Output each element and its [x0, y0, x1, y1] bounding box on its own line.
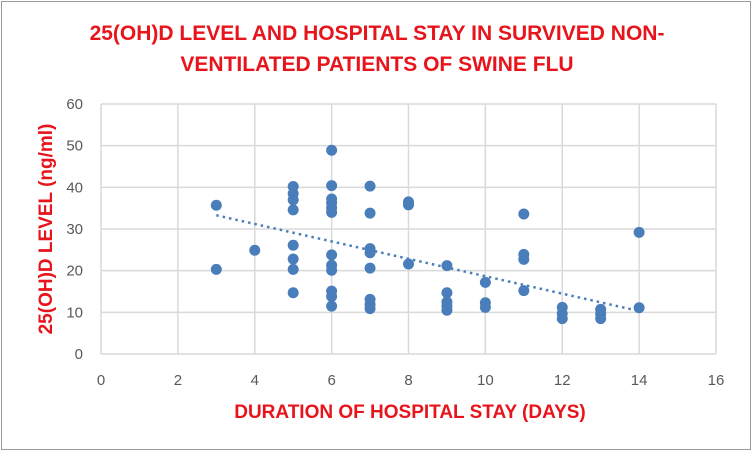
x-tick-label: 4 [251, 372, 259, 389]
y-tick-label: 0 [75, 346, 83, 363]
data-point [287, 194, 299, 206]
data-point [287, 239, 299, 251]
data-point [210, 199, 222, 211]
data-point [518, 208, 530, 220]
y-tick-label: 30 [66, 221, 83, 238]
data-point [326, 264, 338, 276]
data-point [518, 253, 530, 265]
data-point [326, 144, 338, 156]
x-tick-label: 2 [174, 372, 182, 389]
data-point [364, 247, 376, 259]
x-tick-label: 8 [404, 372, 412, 389]
data-point [326, 249, 338, 261]
x-tick-label: 10 [477, 372, 494, 389]
data-point [287, 253, 299, 265]
data-point [326, 206, 338, 218]
x-tick-label: 16 [708, 372, 725, 389]
data-point [364, 303, 376, 315]
y-tick-label: 50 [66, 138, 83, 155]
data-point [364, 262, 376, 274]
y-tick-label: 20 [66, 263, 83, 280]
chart-title-line-2: VENTILATED PATIENTS OF SWINE FLU [180, 53, 574, 76]
data-point [556, 313, 568, 325]
data-point [441, 287, 453, 299]
chart-title-line-1: 25(OH)D LEVEL AND HOSPITAL STAY IN SURVI… [89, 22, 665, 45]
y-tick-label: 40 [66, 179, 83, 196]
y-tick-label: 60 [66, 96, 83, 113]
data-point [326, 291, 338, 302]
y-axis-label: 25(OH)D LEVEL (ng/ml) [36, 124, 57, 335]
x-tick-label: 14 [631, 372, 648, 389]
data-point [287, 287, 299, 299]
data-point [364, 207, 376, 219]
x-tick-label: 6 [327, 372, 335, 389]
data-point [441, 260, 453, 272]
data-point [249, 244, 261, 256]
data-point [287, 263, 299, 275]
x-tick-label: 0 [97, 372, 105, 389]
y-tick-label: 10 [66, 304, 83, 321]
data-point [479, 276, 491, 288]
data-point [326, 300, 338, 312]
data-point [595, 313, 607, 325]
data-point [518, 285, 530, 297]
data-point [403, 258, 414, 270]
data-point [633, 302, 645, 314]
data-point [479, 301, 491, 313]
x-tick-label: 12 [554, 372, 571, 389]
data-point [326, 180, 338, 192]
data-point [441, 304, 453, 316]
trendline [216, 214, 640, 313]
data-point [210, 263, 222, 275]
x-axis-label: DURATION OF HOSPITAL STAY (DAYS) [234, 402, 586, 423]
data-point [633, 226, 645, 238]
data-point [364, 180, 376, 192]
chart-title: 25(OH)D LEVEL AND HOSPITAL STAY IN SURVI… [0, 18, 754, 80]
data-point [287, 204, 299, 216]
data-point [403, 199, 414, 211]
